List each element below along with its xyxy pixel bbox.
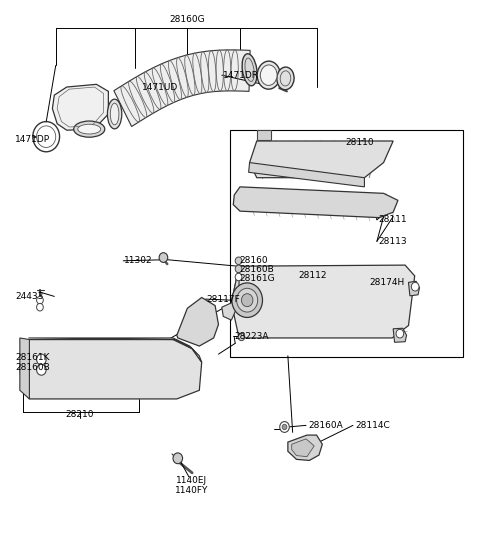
Text: 28160B: 28160B (239, 265, 274, 274)
Polygon shape (408, 281, 420, 296)
Polygon shape (231, 265, 415, 338)
Text: 28161K: 28161K (15, 353, 49, 362)
Polygon shape (233, 187, 398, 217)
Circle shape (232, 283, 263, 318)
Text: 11302: 11302 (124, 256, 153, 265)
Circle shape (36, 296, 43, 304)
Polygon shape (20, 340, 202, 399)
Polygon shape (177, 298, 218, 346)
Text: 28223A: 28223A (234, 332, 269, 341)
Polygon shape (222, 266, 239, 320)
Circle shape (235, 265, 242, 273)
Polygon shape (114, 50, 250, 127)
Text: 1140FY: 1140FY (175, 486, 208, 494)
Circle shape (241, 294, 253, 307)
Text: 28113: 28113 (379, 237, 408, 246)
Ellipse shape (242, 54, 257, 86)
Text: 28160: 28160 (239, 256, 268, 265)
Polygon shape (257, 130, 271, 140)
Circle shape (159, 253, 168, 262)
Circle shape (36, 354, 46, 365)
Circle shape (36, 304, 43, 311)
Circle shape (396, 329, 404, 338)
Circle shape (36, 365, 46, 375)
Text: 28160B: 28160B (15, 363, 50, 372)
Text: 28161G: 28161G (239, 274, 275, 282)
Circle shape (282, 424, 287, 430)
Ellipse shape (78, 124, 101, 134)
Text: 28210: 28210 (65, 410, 94, 419)
Polygon shape (20, 338, 29, 399)
Polygon shape (52, 84, 108, 130)
Circle shape (173, 453, 182, 464)
Text: 28117F: 28117F (206, 295, 240, 304)
Circle shape (235, 257, 242, 265)
Polygon shape (393, 328, 407, 342)
Text: 1471UD: 1471UD (142, 83, 178, 91)
Polygon shape (292, 439, 314, 457)
Bar (230, 130, 463, 357)
Circle shape (237, 288, 258, 312)
Ellipse shape (110, 103, 119, 125)
Text: 28114C: 28114C (355, 421, 390, 430)
Text: 1140EJ: 1140EJ (176, 477, 207, 485)
Ellipse shape (257, 61, 280, 89)
Circle shape (280, 421, 289, 432)
Ellipse shape (260, 65, 277, 85)
Text: 28160G: 28160G (169, 15, 205, 24)
Polygon shape (250, 141, 393, 177)
Text: 28160A: 28160A (309, 421, 343, 430)
Ellipse shape (108, 99, 122, 129)
Polygon shape (28, 338, 202, 362)
Text: 1471DR: 1471DR (223, 71, 259, 80)
Polygon shape (249, 163, 364, 187)
Circle shape (238, 333, 245, 341)
Ellipse shape (74, 121, 105, 137)
Text: 28111: 28111 (379, 215, 408, 225)
Text: 24433: 24433 (15, 292, 43, 301)
Circle shape (235, 273, 242, 281)
Text: 28110: 28110 (345, 137, 374, 147)
Polygon shape (288, 435, 323, 460)
Circle shape (411, 282, 419, 291)
Text: 28112: 28112 (299, 272, 327, 280)
Text: 1471DP: 1471DP (15, 135, 50, 144)
Ellipse shape (277, 67, 294, 90)
Text: 28174H: 28174H (369, 279, 405, 287)
